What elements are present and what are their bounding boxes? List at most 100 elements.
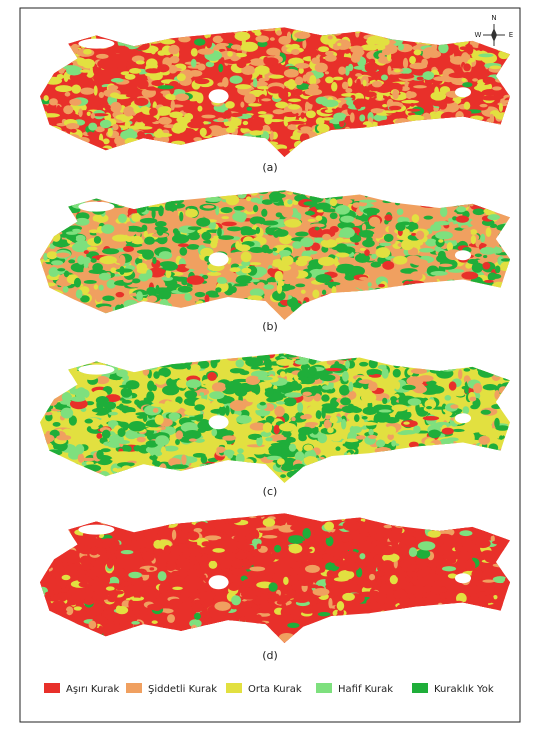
map-patch: [368, 429, 373, 436]
map-patch: [147, 381, 154, 392]
map-patch: [448, 269, 464, 273]
map-patch: [363, 91, 376, 97]
map-patch: [340, 227, 355, 238]
map-patch: [218, 64, 223, 73]
map-patch: [276, 359, 294, 366]
map-patch: [278, 36, 291, 45]
map-patch: [414, 50, 422, 56]
map-patch: [359, 362, 368, 367]
map-patch: [143, 413, 148, 422]
map-patch: [96, 433, 102, 439]
map-patch: [201, 232, 211, 241]
map-patch: [111, 78, 124, 82]
map-patch: [489, 66, 501, 70]
map-patch: [424, 216, 433, 220]
map-patch: [356, 79, 361, 89]
map-patch: [235, 359, 244, 368]
map-patch: [274, 229, 289, 237]
map-patch: [146, 58, 158, 68]
map-patch: [173, 210, 178, 215]
map-patch: [119, 385, 136, 389]
map-patch: [76, 289, 83, 298]
map-patch: [280, 371, 286, 377]
map-patch: [65, 92, 71, 97]
map-patch: [301, 552, 308, 563]
map-patch: [153, 371, 159, 379]
map-patch: [335, 57, 353, 62]
map-patch: [269, 449, 282, 456]
map-patch: [442, 428, 454, 435]
map-patch: [198, 48, 214, 54]
map-patch: [232, 212, 246, 222]
map-patch: [194, 39, 205, 46]
map-patch: [461, 78, 466, 82]
map-patch: [461, 225, 469, 228]
map-patch: [108, 128, 113, 137]
map-patch: [277, 283, 282, 293]
map-patch: [170, 56, 180, 64]
map-patch: [110, 267, 116, 273]
map-patch: [306, 110, 316, 118]
map-patch: [315, 227, 320, 231]
map-patch: [325, 55, 337, 62]
map-patch: [140, 218, 157, 224]
map-patch: [158, 85, 174, 89]
map-patch: [321, 394, 329, 401]
map-patch: [397, 74, 414, 79]
map-patch: [289, 444, 296, 452]
map-patch: [208, 294, 219, 298]
map-patch: [168, 45, 179, 55]
map-patch: [337, 264, 354, 270]
map-patch: [176, 379, 186, 388]
map-patch: [51, 260, 63, 265]
map-patch: [217, 118, 224, 122]
map-patch: [131, 213, 140, 222]
page: N S W E (a)(b)(c)(d)Aşırı KurakŞiddetli …: [0, 0, 536, 733]
map-patch: [224, 430, 234, 436]
map-patch: [279, 250, 291, 257]
map-patch: [428, 50, 442, 58]
map-patch: [366, 38, 377, 45]
map-patch: [408, 398, 422, 405]
map-patch: [135, 98, 149, 106]
map-patch: [104, 105, 111, 110]
map-patch: [308, 366, 316, 375]
map-patch: [378, 365, 387, 370]
map-patch: [297, 402, 303, 413]
map-patch: [160, 370, 170, 373]
map-patch: [249, 262, 262, 265]
map-patch: [133, 445, 141, 451]
map-patch: [463, 368, 470, 371]
map-patch: [137, 79, 149, 89]
map-patch: [237, 448, 243, 453]
map-patch: [110, 458, 124, 461]
map-patch: [261, 209, 267, 217]
map-patch: [123, 246, 134, 252]
map-patch: [499, 435, 503, 440]
map-patch: [225, 381, 242, 391]
map-patch: [373, 232, 384, 238]
map-patch: [155, 435, 169, 446]
map-patch: [165, 402, 179, 413]
map-patch: [322, 385, 331, 390]
map-patch: [483, 255, 487, 258]
map-patch: [382, 368, 389, 379]
map-patch: [84, 259, 89, 268]
map-patch: [493, 247, 503, 253]
map-patch: [174, 277, 189, 282]
map-patch: [87, 111, 91, 116]
map-patch: [149, 567, 154, 570]
map-patch: [411, 233, 416, 236]
map-patch: [397, 208, 404, 215]
map-patch: [302, 392, 311, 396]
map-patch: [102, 248, 119, 254]
map-patch: [499, 103, 503, 112]
map-patch: [376, 247, 391, 258]
map-patch: [263, 422, 272, 432]
map-patch: [228, 89, 237, 97]
map-patch: [336, 237, 344, 243]
map-patch: [155, 415, 164, 425]
map-patch: [71, 85, 81, 94]
map-patch: [244, 93, 256, 103]
map-patch: [240, 102, 244, 108]
